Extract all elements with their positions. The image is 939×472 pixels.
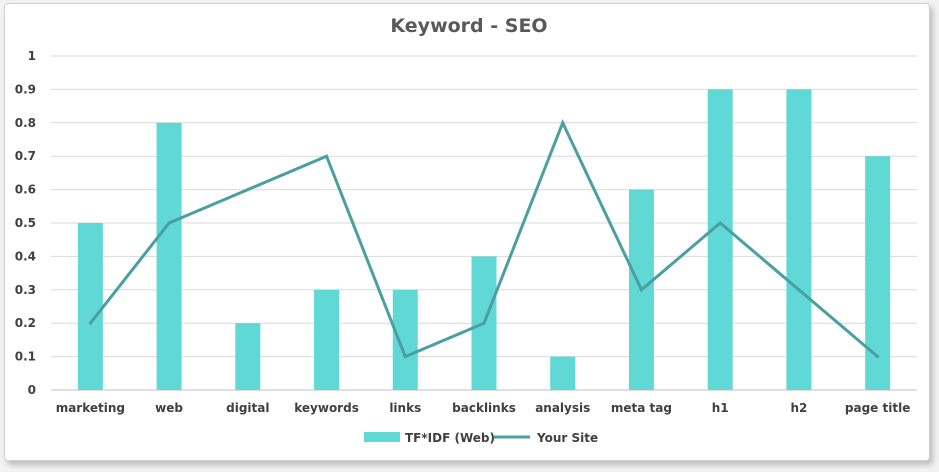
y-tick-label: 0.8 xyxy=(15,116,36,130)
line-point-h2 xyxy=(797,288,801,292)
y-tick-label: 0.3 xyxy=(15,283,36,297)
x-tick-label: h2 xyxy=(790,401,807,415)
y-tick-label: 0.2 xyxy=(15,316,36,330)
x-tick-label: meta tag xyxy=(611,401,672,415)
bar-h2 xyxy=(786,89,812,391)
x-tick-label: analysis xyxy=(535,401,590,415)
x-tick-label: page title xyxy=(845,401,910,415)
line-point-digital xyxy=(246,188,250,192)
line-your-site xyxy=(89,119,879,359)
line-point-page-title xyxy=(876,355,880,359)
line-series xyxy=(88,119,880,359)
bar-series xyxy=(77,89,891,391)
line-point-meta-tag xyxy=(639,288,643,292)
gridlines xyxy=(51,55,917,391)
bar-digital xyxy=(235,323,261,390)
x-tick-label: marketing xyxy=(56,401,125,415)
y-axis-ticks: 0 0.1 0.2 0.3 0.4 0.5 0.6 0.7 0.8 0.9 1 xyxy=(15,49,36,397)
y-tick-label: 0.1 xyxy=(15,350,36,364)
bar-links xyxy=(392,289,418,390)
x-tick-label: digital xyxy=(226,401,269,415)
x-tick-label: h1 xyxy=(712,401,729,415)
y-tick-label: 0.5 xyxy=(15,216,36,230)
bar-web xyxy=(156,122,182,391)
line-point-analysis xyxy=(561,121,565,125)
line-point-keywords xyxy=(325,154,329,158)
legend-swatch-bar xyxy=(364,432,400,442)
bar-keywords xyxy=(314,289,340,390)
y-tick-label: 0 xyxy=(28,383,36,397)
bar-analysis xyxy=(550,356,576,390)
line-point-links xyxy=(403,355,407,359)
y-tick-label: 0.6 xyxy=(15,183,36,197)
x-tick-label: links xyxy=(389,401,421,415)
x-tick-label: keywords xyxy=(294,401,359,415)
legend-label-bar: TF*IDF (Web) xyxy=(405,431,495,445)
x-tick-label: backlinks xyxy=(452,401,516,415)
line-point-web xyxy=(167,221,171,225)
line-point-h1 xyxy=(718,221,722,225)
chart-title: Keyword - SEO xyxy=(390,15,547,37)
y-tick-label: 1 xyxy=(28,49,36,63)
bar-marketing xyxy=(77,223,103,390)
x-axis-ticks: marketing web digital keywords links backlink… xyxy=(56,401,911,415)
x-tick-label: web xyxy=(155,401,183,415)
legend-label-line: Your Site xyxy=(536,431,598,445)
line-point-marketing xyxy=(88,321,92,325)
y-tick-label: 0.4 xyxy=(15,249,36,263)
y-tick-label: 0.7 xyxy=(15,149,36,163)
bar-h1 xyxy=(707,89,733,391)
line-point-backlinks xyxy=(482,321,486,325)
legend: TF*IDF (Web) Your Site xyxy=(364,431,598,445)
y-tick-label: 0.9 xyxy=(15,82,36,96)
